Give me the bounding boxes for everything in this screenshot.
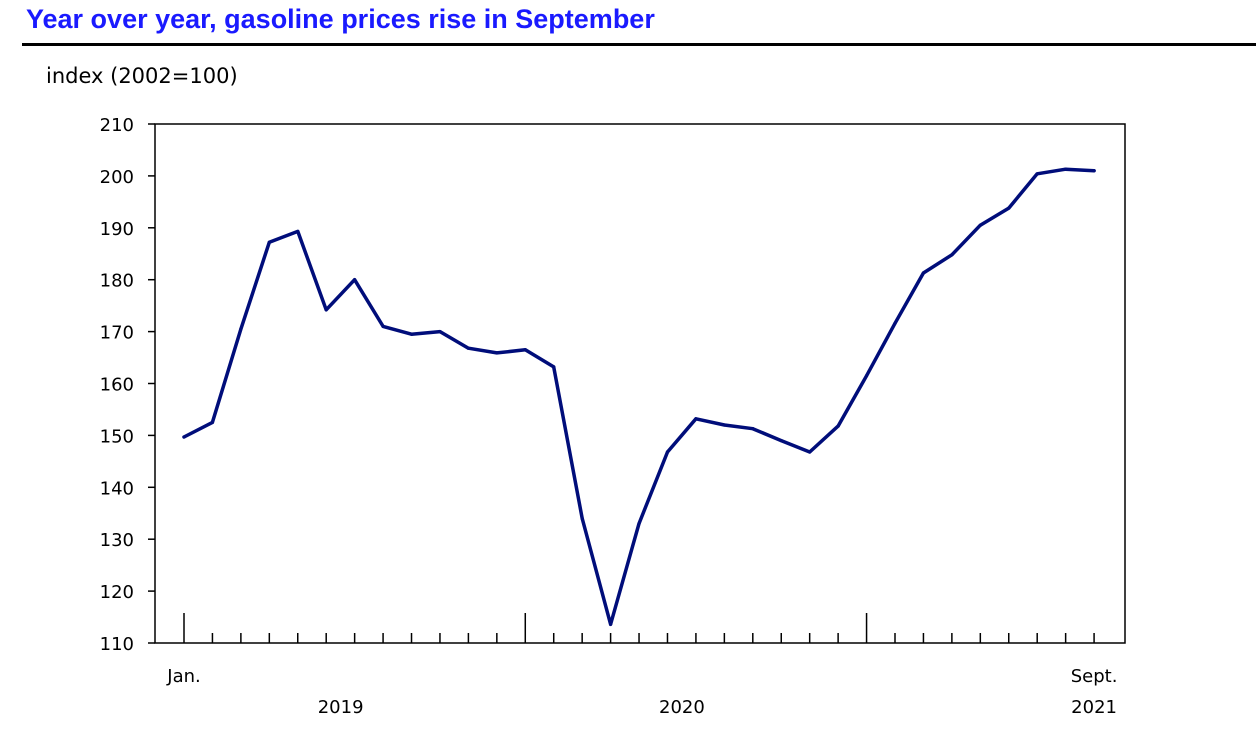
data-point <box>751 427 755 431</box>
data-point <box>694 417 698 421</box>
x-tick-label: Sept. <box>1071 666 1118 687</box>
data-point <box>552 365 556 369</box>
x-year-label: 2021 <box>1071 697 1117 718</box>
series-line <box>182 167 1096 627</box>
data-point <box>722 423 726 427</box>
y-tick-label: 180 <box>100 271 134 292</box>
data-point <box>864 374 869 378</box>
y-tick-label: 120 <box>100 582 134 603</box>
y-tick-label: 150 <box>100 426 134 447</box>
y-axis: 110 120 130 140 150 160 170 180 190 200 210 <box>100 115 155 655</box>
x-year-label: 2020 <box>659 697 705 718</box>
data-point <box>978 223 982 227</box>
data-point <box>210 420 215 425</box>
data-point <box>495 351 499 355</box>
y-tick-label: 170 <box>100 323 134 344</box>
data-point <box>637 522 641 526</box>
plot-area <box>154 123 1126 644</box>
data-point <box>779 438 783 443</box>
data-point <box>1064 167 1068 171</box>
y-axis-label: index (2002=100) <box>46 64 238 88</box>
data-point <box>665 450 670 454</box>
data-point <box>808 450 812 454</box>
data-point <box>580 516 584 521</box>
data-point <box>409 332 414 336</box>
title-divider <box>22 43 1256 46</box>
data-point <box>267 240 271 244</box>
data-point <box>381 324 385 329</box>
data-point <box>950 253 954 257</box>
data-point <box>438 330 442 334</box>
data-point <box>921 271 926 275</box>
chart-title: Year over year, gasoline prices rise in … <box>26 4 655 34</box>
y-tick-label: 200 <box>100 167 134 188</box>
data-point <box>296 229 300 234</box>
data-point <box>239 327 243 331</box>
x-axis: Jan. Sept. 2019 2020 2021 <box>166 613 1117 718</box>
data-point <box>466 346 470 350</box>
data-point <box>1092 169 1096 173</box>
y-tick-label: 190 <box>100 219 134 240</box>
data-point <box>1035 172 1039 176</box>
data-point <box>353 278 357 282</box>
y-tick-label: 130 <box>100 530 134 551</box>
data-point <box>609 622 613 626</box>
y-tick-label: 140 <box>100 478 134 499</box>
series-group <box>182 167 1096 627</box>
data-point <box>836 424 840 428</box>
data-point <box>1007 206 1011 210</box>
x-year-label: 2019 <box>318 697 364 718</box>
y-tick-label: 160 <box>100 375 134 396</box>
y-tick-label: 110 <box>100 634 134 655</box>
data-point <box>893 321 897 325</box>
data-point <box>523 348 527 352</box>
y-tick-label: 210 <box>100 115 134 136</box>
data-point <box>324 308 328 312</box>
x-tick-label: Jan. <box>166 666 200 687</box>
data-point <box>182 435 186 439</box>
